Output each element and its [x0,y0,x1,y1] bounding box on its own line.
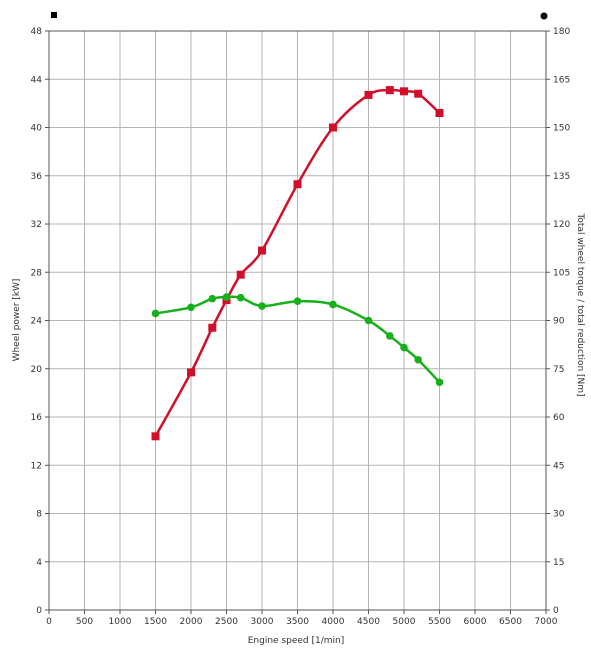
power-data-point [258,246,266,255]
torque-data-point [364,316,373,325]
y-right-tick-label: 135 [553,172,570,182]
y-left-tick-label: 36 [31,172,43,182]
y-right-tick-label: 90 [553,317,565,327]
y-right-tick-label: 0 [553,606,559,616]
power-data-point [187,368,195,377]
x-axis-ticks: 0 500 1000 1500 2000 2500 3000 3500 4000 4500 5000… [46,610,558,627]
y-left-tick-label: 4 [36,558,42,568]
y-right-tick-label: 165 [553,75,570,85]
x-tick-label: 5000 [393,617,416,627]
power-data-point [236,270,245,279]
x-axis-title: Engine speed [1/min] [248,636,345,646]
y-right-tick-label: 120 [553,220,570,230]
x-tick-label: 5500 [428,617,451,627]
y-left-tick-label: 8 [36,510,42,520]
y-right-tick-label: 45 [553,461,564,471]
torque-data-point [400,343,408,352]
power-data-point [414,89,423,98]
y-right-tick-label: 30 [553,510,565,520]
power-data-point [293,180,302,189]
x-tick-label: 2000 [180,617,203,627]
y-right-axis-title: Total wheel torque / total reduction [Nm… [575,212,585,396]
x-tick-label: 6500 [499,617,522,627]
torque-data-point [293,297,302,306]
x-tick-label: 4500 [357,617,380,627]
y-right-tick-label: 15 [553,558,564,568]
y-left-tick-label: 32 [31,220,42,230]
torque-data-point [222,293,231,301]
torque-data-point [187,303,195,312]
y-left-tick-label: 16 [31,413,43,423]
y-left-axis-title: Wheel power [kW] [12,279,22,362]
y-left-tick-label: 12 [31,461,42,471]
series-layer [151,86,444,441]
y-left-tick-label: 44 [31,75,43,85]
x-tick-label: 3000 [251,617,274,627]
y-left-tick-label: 20 [31,365,43,375]
y-right-tick-label: 150 [553,124,570,134]
x-tick-label: 3500 [286,617,309,627]
power-data-point [385,86,394,95]
power-data-point [400,87,408,96]
x-tick-label: 6000 [464,617,487,627]
y-left-tick-label: 0 [36,606,42,616]
power-data-point [151,432,160,441]
x-tick-label: 500 [76,617,93,627]
power-data-point [364,90,373,99]
y-right-axis-ticks: 0 15 30 45 60 75 90 105 120 135 150 165 180 [546,27,570,616]
torque-data-point [329,300,337,309]
top-left-square-marker [51,12,57,18]
x-tick-label: 7000 [535,617,558,627]
y-right-tick-label: 60 [553,413,565,423]
y-left-tick-label: 48 [31,27,43,37]
top-right-dot-marker [540,12,548,20]
torque-data-point [386,332,394,340]
x-tick-label: 2500 [215,617,238,627]
y-right-tick-label: 105 [553,268,570,278]
y-left-tick-label: 40 [31,124,43,134]
x-tick-label: 1500 [144,617,167,627]
power-data-point [435,109,444,118]
torque-data-point [435,378,444,387]
torque-data-point [208,294,217,303]
y-right-tick-label: 180 [553,27,570,37]
torque-data-point [258,302,266,310]
torque-data-point [151,309,160,318]
x-tick-label: 0 [46,617,52,627]
corner-marks [51,12,548,20]
torque-data-point [236,293,245,302]
x-tick-label: 4000 [322,617,345,627]
y-left-tick-label: 28 [31,268,43,278]
y-right-tick-label: 75 [553,365,564,375]
y-left-tick-label: 24 [31,317,43,327]
torque-data-point [414,355,423,364]
power-data-point [329,123,337,132]
x-tick-label: 1000 [109,617,132,627]
power-data-point [208,323,217,332]
